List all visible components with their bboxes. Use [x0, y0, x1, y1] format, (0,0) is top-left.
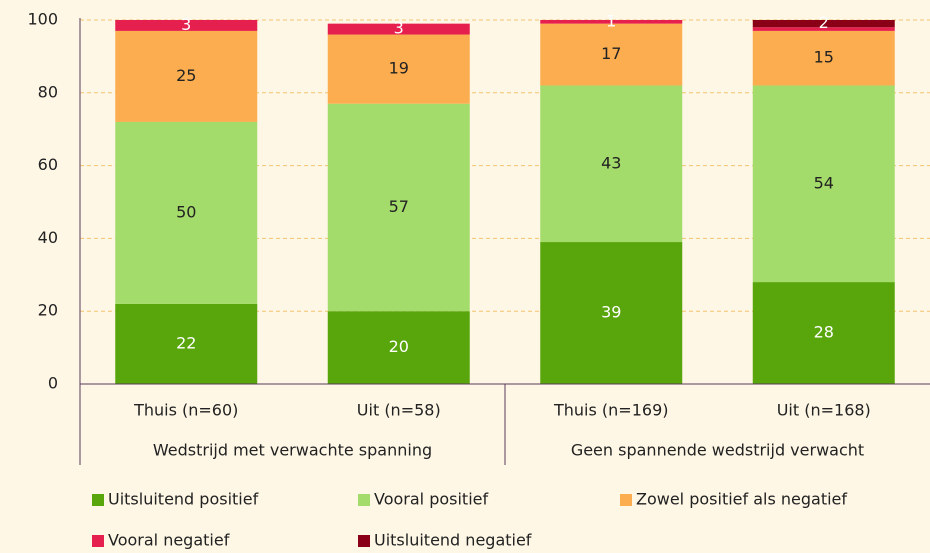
bar-segment — [752, 27, 895, 31]
bar-segment — [327, 103, 470, 312]
legend-swatch — [92, 535, 104, 547]
bar-segment — [752, 282, 895, 384]
bar-segment — [540, 85, 683, 243]
group-label: Geen spannende wedstrijd verwacht — [571, 441, 864, 460]
bar-segment — [752, 30, 895, 86]
data-label: 2 — [819, 13, 829, 32]
data-label: 3 — [394, 19, 404, 38]
legend-label: Vooral negatief — [108, 531, 230, 550]
bar-segment — [327, 34, 470, 104]
y-tick-label: 40 — [38, 228, 58, 247]
bar-segment — [540, 23, 683, 86]
bar-segment — [752, 85, 895, 283]
data-label: 57 — [389, 197, 409, 216]
y-tick-label: 0 — [48, 374, 58, 393]
data-label: 15 — [814, 48, 834, 67]
x-tick-label: Uit (n=58) — [357, 401, 441, 420]
data-label: 25 — [176, 66, 196, 85]
data-label: 17 — [601, 44, 621, 63]
legend-label: Vooral positief — [374, 490, 488, 509]
bar-segment — [115, 20, 258, 31]
legend-label: Uitsluitend negatief — [374, 531, 532, 550]
bar-segment — [115, 30, 258, 122]
data-label: 19 — [389, 59, 409, 78]
legend-label: Zowel positief als negatief — [636, 490, 847, 509]
data-label: 20 — [389, 337, 409, 356]
legend-swatch — [358, 494, 370, 506]
data-label: 50 — [176, 202, 196, 221]
legend-swatch — [92, 494, 104, 506]
bar-segment — [540, 242, 683, 384]
bar-segment — [327, 23, 470, 35]
legend-swatch — [620, 494, 632, 506]
y-tick-label: 100 — [27, 10, 58, 29]
x-tick-label: Thuis (n=60) — [133, 401, 238, 420]
data-label: 28 — [814, 323, 834, 342]
data-label: 54 — [814, 173, 834, 192]
data-label: 43 — [601, 153, 621, 172]
x-tick-label: Uit (n=168) — [777, 401, 871, 420]
y-tick-label: 80 — [38, 82, 58, 101]
data-label: 3 — [181, 15, 191, 34]
data-label: 22 — [176, 333, 196, 352]
bar-segment — [540, 20, 683, 24]
bar-segment — [752, 20, 895, 28]
legend-label: Uitsluitend positief — [108, 490, 259, 509]
y-tick-label: 60 — [38, 155, 58, 174]
legend-swatch — [358, 535, 370, 547]
bar-segment — [327, 311, 470, 384]
bar-segment — [115, 303, 258, 384]
data-label: 39 — [601, 303, 621, 322]
data-label: 1 — [606, 11, 616, 30]
bar-segment — [115, 121, 258, 304]
y-tick-label: 20 — [38, 301, 58, 320]
group-label: Wedstrijd met verwachte spanning — [153, 441, 432, 460]
x-tick-label: Thuis (n=169) — [553, 401, 669, 420]
